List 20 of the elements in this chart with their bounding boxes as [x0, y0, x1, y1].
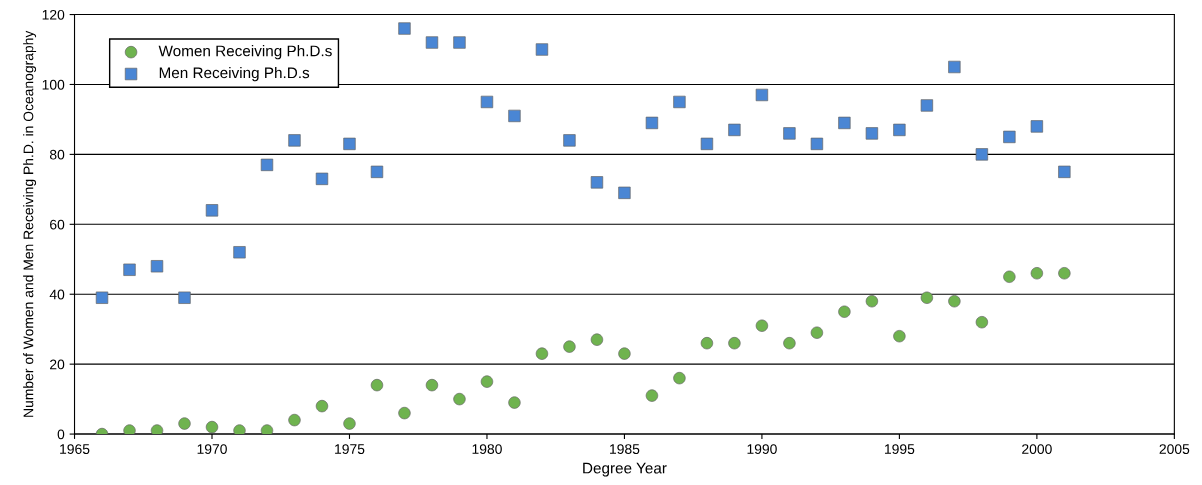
- x-tick-label: 2005: [1159, 444, 1190, 454]
- x-tick-label: 1980: [472, 444, 502, 454]
- legend-label: Men Receiving Ph.D.s: [159, 66, 310, 82]
- x-tick-label: 1965: [60, 444, 90, 454]
- x-tick-label: 1985: [610, 444, 640, 454]
- y-tick-label: 80: [49, 149, 65, 160]
- x-tick-label: 1995: [885, 444, 915, 454]
- x-tick-label: 1970: [197, 444, 227, 454]
- x-axis-title: Degree Year: [583, 462, 667, 477]
- x-tick-label: 1975: [335, 444, 365, 454]
- y-axis-title: Number of Women and Men Receiving Ph.D. in Oceanography: [23, 30, 37, 417]
- legend-label: Women Receiving Ph.D.s: [158, 45, 332, 60]
- y-tick-label: 100: [42, 79, 65, 90]
- y-tick-label: 20: [50, 359, 65, 370]
- y-tick-label: 120: [42, 9, 65, 20]
- x-tick-label: 2000: [1022, 444, 1052, 454]
- x-tick-label: 1990: [747, 444, 777, 454]
- y-tick-label: 60: [50, 219, 65, 230]
- y-tick-label: 40: [49, 289, 65, 300]
- y-tick-label: 0: [57, 429, 65, 440]
